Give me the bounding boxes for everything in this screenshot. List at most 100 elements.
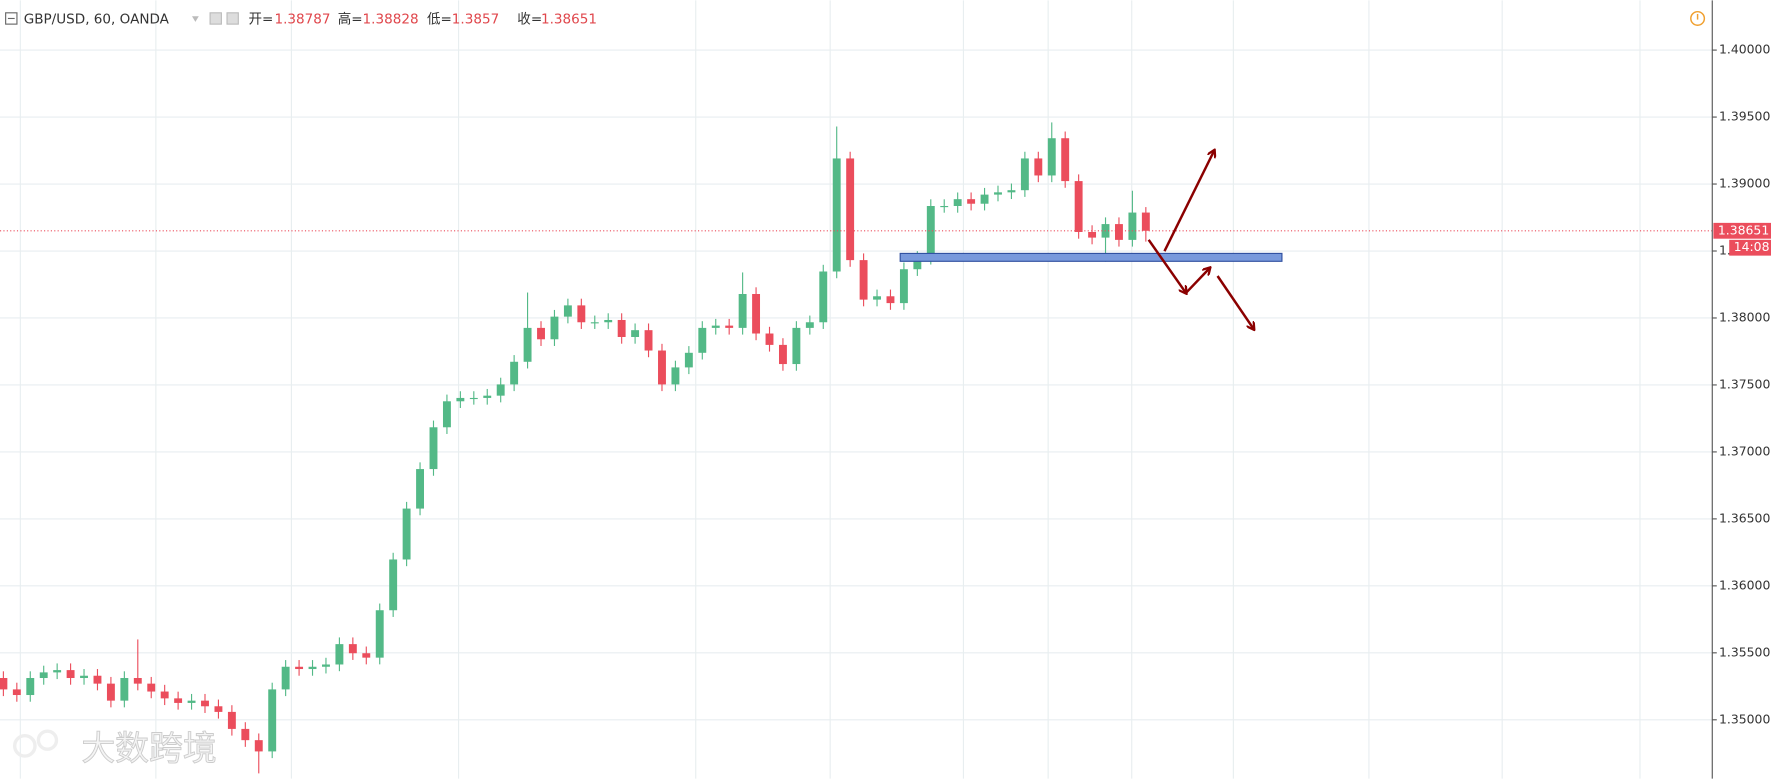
- candle-body: [227, 711, 236, 729]
- candle-body: [1128, 212, 1137, 240]
- candle-body: [1034, 158, 1043, 176]
- candle-body: [510, 361, 519, 385]
- close-value: 1.38651: [541, 12, 597, 28]
- y-tick-label: 1.36500: [1719, 510, 1770, 525]
- candle-body: [93, 675, 102, 684]
- candle-body: [765, 333, 774, 345]
- candle-body: [792, 327, 801, 365]
- candle-body: [335, 644, 344, 665]
- candle-body: [604, 319, 613, 323]
- countdown-label: 14:08: [1734, 239, 1770, 254]
- candle-body: [940, 205, 949, 208]
- candle-body: [617, 319, 626, 337]
- candle-body: [322, 664, 330, 667]
- candle-body: [133, 678, 142, 684]
- candle-body: [725, 325, 734, 328]
- low-value: 1.3857: [452, 12, 499, 28]
- candle-body: [429, 427, 438, 470]
- candle-body: [389, 559, 398, 611]
- candle-body: [873, 296, 881, 300]
- candle-body: [926, 205, 935, 258]
- candle-body: [348, 644, 357, 654]
- last-price-tag: [1713, 222, 1771, 239]
- support-zone: [899, 252, 1283, 262]
- y-tick-label: 1.40000: [1719, 42, 1770, 57]
- y-tick-label: 1.36000: [1719, 577, 1770, 592]
- candle-body: [469, 397, 478, 400]
- candle-body: [295, 666, 304, 670]
- candle-body: [1115, 224, 1123, 240]
- candle-body: [1141, 212, 1150, 231]
- candle-body: [846, 158, 855, 261]
- candle-body: [899, 269, 908, 304]
- candle-body: [698, 327, 707, 353]
- candle-body: [967, 199, 976, 204]
- candle-body: [778, 344, 787, 365]
- candle-body: [980, 194, 989, 204]
- candle-body: [913, 257, 922, 270]
- low-label: 低=: [427, 12, 452, 28]
- settings-icon[interactable]: [226, 12, 239, 25]
- collapse-icon[interactable]: [5, 12, 18, 25]
- settings-icon[interactable]: [209, 12, 222, 25]
- y-tick-label: 1.37500: [1719, 376, 1770, 391]
- candle-body: [214, 706, 223, 712]
- countdown-tag: [1729, 239, 1771, 256]
- candle-body: [1020, 158, 1029, 191]
- candle-body: [147, 683, 156, 692]
- candle-body: [550, 316, 559, 340]
- candle-body: [886, 296, 895, 304]
- y-tick-label: 1.35500: [1719, 644, 1770, 659]
- candle-body: [308, 666, 317, 670]
- candle-body: [416, 469, 425, 509]
- high-label: 高=: [338, 11, 363, 28]
- candle-body: [268, 689, 277, 752]
- candle-body: [362, 653, 371, 658]
- symbol-title: GBP/USD, 60, OANDA: [24, 12, 170, 28]
- candle-body: [563, 305, 572, 317]
- y-tick-label: 1.39500: [1719, 109, 1770, 124]
- y-tick-label: 1.35000: [1719, 711, 1770, 726]
- candle-body: [456, 397, 465, 402]
- high-value: 1.38828: [363, 12, 419, 28]
- candle-body: [26, 678, 35, 696]
- candle-body: [80, 675, 88, 679]
- candle-body: [1088, 231, 1097, 238]
- candle-body: [187, 700, 196, 703]
- y-tick-label: 1.37000: [1719, 443, 1770, 458]
- candle-body: [201, 700, 209, 707]
- close-label: 收=: [517, 12, 542, 28]
- candle-body: [375, 610, 384, 658]
- candle-body: [0, 678, 8, 690]
- candle-body: [644, 330, 653, 351]
- candle-body: [174, 698, 183, 703]
- candle-body: [671, 367, 680, 385]
- open-label: 开=: [248, 12, 273, 28]
- candle-body: [1007, 190, 1016, 193]
- candle-body: [53, 670, 62, 673]
- header: GBP/USD, 60, OANDA 开= 1.38787 高= 1.38828…: [5, 11, 597, 28]
- candle-body: [658, 350, 666, 385]
- candle-body: [39, 672, 48, 679]
- watermark: 大数跨境: [12, 728, 217, 768]
- candle-body: [752, 293, 761, 334]
- candle-body: [12, 689, 21, 696]
- candle-body: [241, 728, 250, 741]
- candle-body: [254, 740, 263, 752]
- candle-body: [684, 352, 693, 368]
- candle-body: [120, 678, 129, 701]
- candle-body: [577, 305, 586, 323]
- candle-body: [819, 271, 828, 323]
- candle-body: [496, 384, 505, 396]
- candle-body: [1047, 138, 1056, 176]
- alert-icon[interactable]: [1690, 10, 1706, 26]
- candle-body: [711, 325, 720, 328]
- candle-body: [1061, 138, 1070, 182]
- candle-body: [66, 670, 75, 679]
- vertical-grid: [19, 0, 1641, 779]
- candle-body: [523, 327, 532, 362]
- watermark-text: 大数跨境: [81, 729, 217, 768]
- candle-body: [805, 322, 814, 328]
- y-tick-label: 1.39000: [1719, 176, 1770, 191]
